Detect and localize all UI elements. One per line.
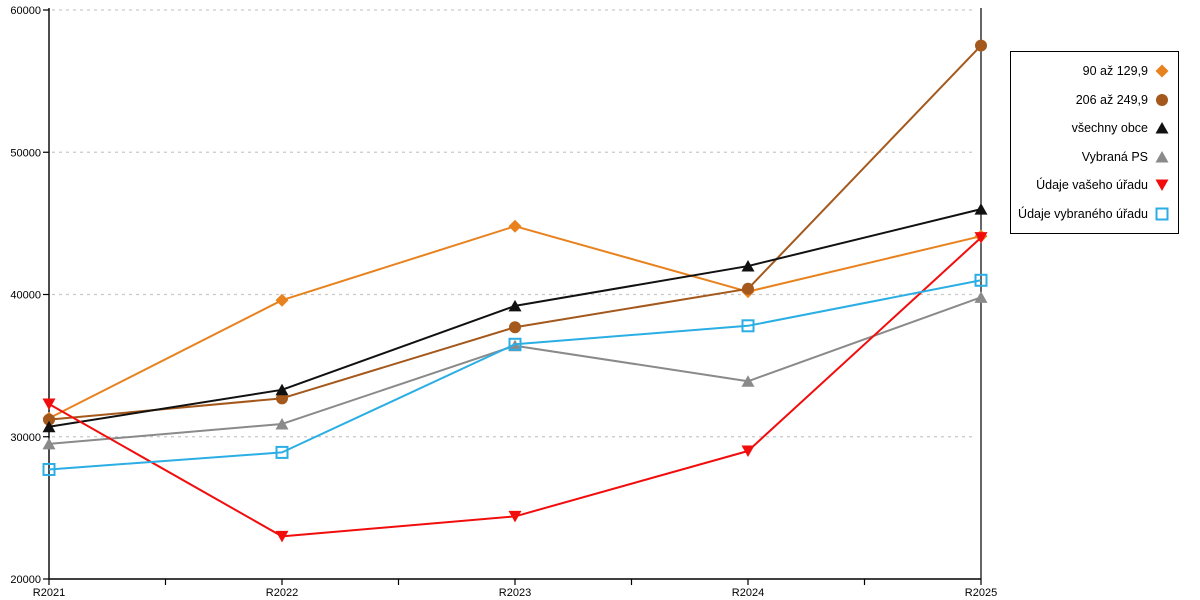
y-tick-label: 60000 bbox=[10, 5, 41, 17]
series-line bbox=[48, 279, 982, 471]
marker-triangle-up bbox=[1155, 150, 1169, 163]
marker-triangle-up bbox=[1155, 122, 1169, 134]
marker-square-open bbox=[974, 273, 988, 287]
legend-label: Údaje vašeho úřadu bbox=[1036, 178, 1148, 193]
marker-triangle-up bbox=[974, 203, 988, 215]
marker-square-open bbox=[42, 462, 56, 476]
marker-square-open bbox=[741, 319, 755, 333]
y-tick-label: 50000 bbox=[10, 147, 41, 159]
marker-triangle-up bbox=[741, 260, 755, 272]
chart-legend: 90 až 129,9 206 až 249,9 všechny obce Vybra… bbox=[1010, 51, 1179, 234]
y-tick-label: 30000 bbox=[10, 432, 41, 444]
series-2 bbox=[42, 203, 988, 433]
marker-square-open bbox=[1155, 207, 1169, 221]
marker-triangle-up bbox=[508, 339, 522, 352]
legend-item-1[interactable]: 206 až 249,9 bbox=[1017, 86, 1170, 115]
marker-circle bbox=[1156, 93, 1168, 106]
x-tick-label: R2023 bbox=[499, 587, 531, 599]
marker-triangle-down bbox=[741, 445, 755, 457]
marker-triangle-down bbox=[275, 530, 289, 543]
marker-circle bbox=[276, 392, 288, 405]
marker-triangle-up bbox=[974, 291, 988, 303]
legend-item-2[interactable]: všechny obce bbox=[1017, 114, 1170, 143]
series-4 bbox=[42, 232, 988, 543]
marker-triangle-up bbox=[275, 383, 289, 396]
x-tick-label: R2022 bbox=[266, 587, 298, 599]
marker-circle bbox=[509, 321, 521, 334]
marker-square-open bbox=[275, 445, 289, 459]
series-line bbox=[48, 236, 982, 538]
marker-triangle-down bbox=[1155, 179, 1169, 192]
legend-marker-triangle-up-icon bbox=[1155, 150, 1169, 163]
marker-triangle-down bbox=[42, 398, 56, 411]
series-1 bbox=[43, 39, 987, 426]
legend-label: 206 až 249,9 bbox=[1075, 92, 1148, 107]
x-tick-label: R2025 bbox=[965, 587, 997, 599]
marker-circle bbox=[975, 39, 987, 52]
series-3 bbox=[42, 291, 988, 450]
marker-square-open bbox=[508, 337, 522, 351]
marker-triangle-down bbox=[974, 232, 988, 244]
marker-triangle-up bbox=[508, 299, 522, 312]
series-5 bbox=[42, 273, 988, 476]
marker-triangle-up bbox=[42, 420, 56, 433]
legend-marker-diamond-icon bbox=[1155, 64, 1169, 78]
legend-item-0[interactable]: 90 až 129,9 bbox=[1017, 57, 1170, 86]
marker-diamond bbox=[1155, 64, 1169, 78]
legend-item-3[interactable]: Vybraná PS bbox=[1017, 143, 1170, 172]
marker-triangle-down bbox=[508, 510, 522, 523]
marker-circle bbox=[742, 282, 754, 295]
legend-marker-triangle-up-icon bbox=[1155, 122, 1169, 134]
marker-diamond bbox=[508, 219, 522, 233]
series-line bbox=[48, 208, 982, 428]
marker-triangle-up bbox=[275, 417, 289, 430]
x-tick-label: R2024 bbox=[732, 587, 764, 599]
marker-circle bbox=[43, 413, 55, 426]
marker-triangle-up bbox=[741, 375, 755, 387]
legend-label: Vybraná PS bbox=[1081, 149, 1148, 164]
x-tick-label: R2021 bbox=[33, 587, 65, 599]
legend-label: všechny obce bbox=[1071, 121, 1148, 136]
legend-item-4[interactable]: Údaje vašeho úřadu bbox=[1017, 171, 1170, 200]
y-tick-label: 40000 bbox=[10, 290, 41, 302]
legend-label: 90 až 129,9 bbox=[1082, 64, 1148, 79]
series-0 bbox=[42, 219, 988, 425]
legend-label: Údaje vybraného úřadu bbox=[1018, 206, 1148, 221]
marker-diamond bbox=[275, 293, 289, 307]
y-tick-label: 20000 bbox=[10, 574, 41, 586]
legend-marker-square-open-icon bbox=[1155, 207, 1169, 221]
marker-triangle-up bbox=[42, 437, 56, 450]
series-line bbox=[48, 296, 982, 445]
legend-item-5[interactable]: Údaje vybraného úřadu bbox=[1017, 200, 1170, 229]
legend-marker-circle-icon bbox=[1156, 93, 1168, 106]
legend-marker-triangle-down-icon bbox=[1155, 179, 1169, 192]
